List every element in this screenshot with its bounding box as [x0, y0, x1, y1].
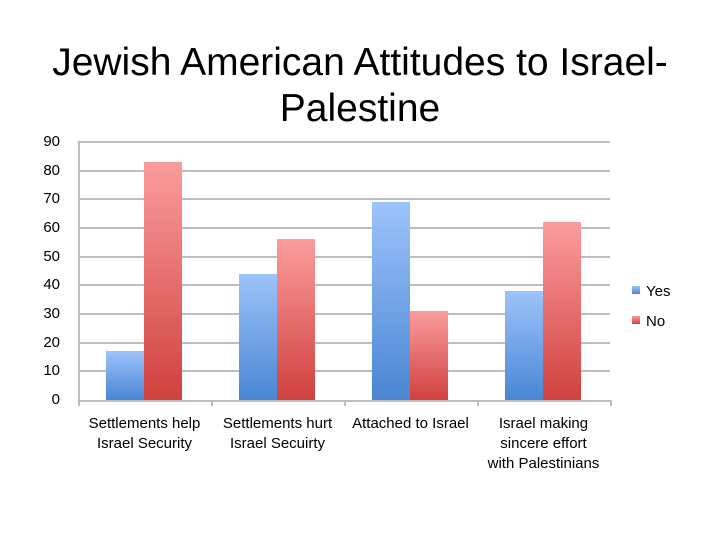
y-tick-label: 30 — [43, 305, 60, 322]
y-tick-label: 90 — [43, 133, 60, 150]
y-tick-label: 60 — [43, 219, 60, 236]
x-tick — [211, 400, 213, 406]
y-tick-label: 40 — [43, 276, 60, 294]
x-tick — [610, 400, 612, 406]
x-category-label: Israel making sincere effort with Palestin… — [477, 414, 610, 474]
x-category-label-line: Israel making — [498, 415, 589, 432]
x-category-label: Settlements hurt Israel Secuirty — [211, 414, 344, 454]
legend-swatch-no — [632, 316, 640, 324]
x-tick — [78, 400, 80, 406]
gridline — [78, 370, 610, 373]
legend-label-no: No — [646, 313, 666, 330]
y-tick-label: 0 — [51, 391, 60, 408]
x-tick — [477, 400, 479, 406]
x-category-label-line: sincere effort — [500, 435, 587, 452]
bar-yes-1 — [239, 273, 277, 400]
gridline — [78, 284, 610, 287]
x-category-label-line: Settlements hurt — [222, 415, 333, 432]
x-tick — [344, 400, 346, 406]
bar-no-1 — [277, 239, 315, 400]
bar-no-0 — [144, 162, 182, 400]
bar-yes-2 — [372, 202, 410, 400]
gridline — [78, 141, 610, 143]
chart-title-line-2: Palestine — [279, 87, 441, 130]
legend-swatch-yes — [632, 286, 640, 294]
y-tick-label: 20 — [43, 333, 60, 351]
bar-no-2 — [410, 311, 448, 400]
y-tick-label: 70 — [43, 190, 60, 208]
chart-title: Jewish American Attitudes to Israel- Pal… — [0, 40, 720, 132]
x-category-label-line: Settlements help — [88, 415, 201, 432]
gridline — [78, 255, 610, 258]
gridline — [78, 341, 610, 344]
gridline — [78, 313, 610, 315]
y-tick-label: 80 — [43, 161, 60, 179]
chart-title-line-1: Jewish American Attitudes to Israel- — [52, 41, 668, 84]
x-category-label-line: with Palestinians — [487, 455, 600, 472]
gridline — [78, 227, 610, 229]
bar-no-3 — [543, 222, 581, 400]
y-tick-label: 50 — [43, 247, 60, 265]
plot-area — [78, 141, 612, 406]
y-tick-label: 10 — [43, 362, 60, 380]
x-category-label-line: Israel Security — [96, 435, 193, 452]
x-category-label-line: Attached to Israel — [352, 415, 469, 432]
legend-label-yes: Yes — [646, 283, 671, 300]
y-axis — [78, 142, 80, 400]
gridline — [78, 169, 610, 172]
x-category-label-line: Israel Secuirty — [229, 435, 326, 452]
gridline — [78, 198, 610, 201]
x-category-label: Settlements help Israel Security — [78, 414, 211, 454]
bar-yes-0 — [106, 351, 144, 400]
x-category-label: Attached to Israel — [344, 414, 477, 434]
bar-yes-3 — [505, 291, 543, 400]
